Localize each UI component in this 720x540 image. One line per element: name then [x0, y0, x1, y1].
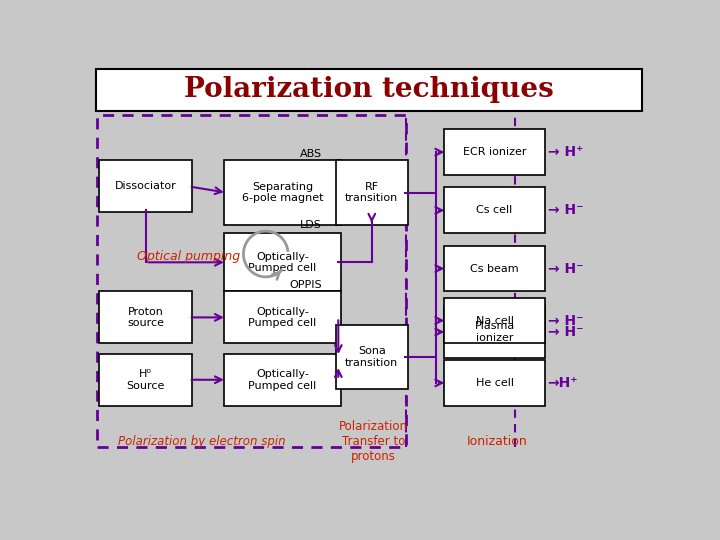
Text: ECR ionizer: ECR ionizer [463, 147, 526, 157]
FancyBboxPatch shape [444, 246, 545, 292]
Text: →H⁺: →H⁺ [548, 376, 578, 390]
Text: Separating
6-pole magnet: Separating 6-pole magnet [242, 182, 323, 204]
FancyBboxPatch shape [99, 160, 192, 212]
Text: Dissociator: Dissociator [114, 181, 176, 191]
Text: He cell: He cell [475, 378, 513, 388]
Text: Cs beam: Cs beam [470, 264, 519, 274]
Bar [96, 114, 406, 447]
FancyBboxPatch shape [99, 292, 192, 343]
Text: Polarization by electron spin: Polarization by electron spin [118, 435, 286, 448]
FancyBboxPatch shape [224, 233, 341, 292]
FancyBboxPatch shape [224, 354, 341, 406]
Text: Ionization: Ionization [467, 435, 528, 448]
FancyBboxPatch shape [444, 360, 545, 406]
FancyBboxPatch shape [336, 325, 408, 389]
FancyBboxPatch shape [444, 129, 545, 175]
Text: Proton
source: Proton source [127, 307, 164, 328]
Text: → H⁻: → H⁻ [548, 204, 583, 217]
Text: → H⁻: → H⁻ [548, 314, 583, 328]
Text: Optically-
Pumped cell: Optically- Pumped cell [248, 307, 317, 328]
Text: ABS: ABS [300, 149, 322, 159]
Text: Optically-
Pumped cell: Optically- Pumped cell [248, 369, 317, 390]
FancyBboxPatch shape [224, 160, 341, 225]
Text: → H⁻: → H⁻ [548, 261, 583, 275]
Text: Optical pumping: Optical pumping [138, 249, 240, 262]
FancyBboxPatch shape [444, 187, 545, 233]
Text: Polarization
Transfer to
protons: Polarization Transfer to protons [339, 420, 408, 463]
FancyBboxPatch shape [444, 298, 545, 343]
Text: Polarization techniques: Polarization techniques [184, 76, 554, 103]
Text: → H⁻: → H⁻ [548, 325, 583, 339]
FancyBboxPatch shape [224, 292, 341, 343]
Text: LDS: LDS [300, 220, 322, 230]
Text: → H⁺: → H⁺ [548, 145, 583, 159]
FancyBboxPatch shape [444, 306, 545, 358]
Text: Na cell: Na cell [475, 315, 513, 326]
FancyBboxPatch shape [99, 354, 192, 406]
Text: OPPIS: OPPIS [289, 280, 322, 290]
Text: Plasma
ionizer: Plasma ionizer [474, 321, 515, 343]
Text: Cs cell: Cs cell [477, 205, 513, 215]
Text: H⁰
Source: H⁰ Source [126, 369, 165, 390]
Text: RF
transition: RF transition [345, 182, 398, 204]
FancyBboxPatch shape [336, 160, 408, 225]
Text: Optically-
Pumped cell: Optically- Pumped cell [248, 252, 317, 273]
FancyBboxPatch shape [96, 69, 642, 111]
Text: Sona
transition: Sona transition [345, 346, 398, 368]
